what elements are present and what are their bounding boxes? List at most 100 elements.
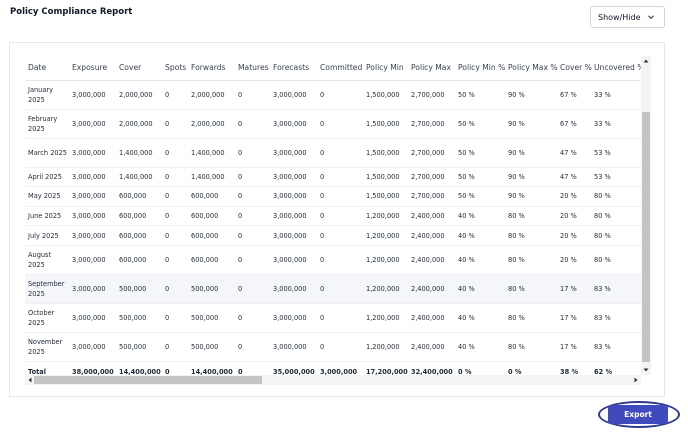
column-header: Forwards xyxy=(188,56,235,81)
table-cell: 20 % xyxy=(557,186,591,207)
table-cell: 20 % xyxy=(557,225,591,246)
table-row[interactable]: April 2025 3,000,000 1,400,000 0 1,400,000 0 3… xyxy=(25,167,641,188)
horizontal-scroll-thumb[interactable] xyxy=(34,376,262,384)
arrow-down-icon[interactable] xyxy=(642,366,650,374)
report-card: Date Exposure Cover Spots Forwards Matures For… xyxy=(9,42,665,397)
table-cell: 3,000,000 xyxy=(270,206,317,227)
total-cell: 32,400,000 xyxy=(411,367,453,375)
table-row[interactable]: February 2025 3,000,000 2,000,000 0 2,000,00… xyxy=(25,109,641,139)
column-header: Policy Max xyxy=(408,56,455,81)
table-row[interactable]: June 2025 3,000,000 600,000 0 600,000 0 3,000,… xyxy=(25,206,641,227)
table-cell: 47 % xyxy=(557,167,591,188)
arrow-right-icon[interactable] xyxy=(632,376,640,384)
column-header: Spots xyxy=(162,56,188,81)
table-cell: 53 % xyxy=(591,167,641,188)
table-cell: 33 % xyxy=(591,80,641,110)
table-cell: 80 % xyxy=(505,332,557,362)
table-cell: 1,200,000 xyxy=(363,274,408,304)
table-cell: 1,200,000 xyxy=(363,332,408,362)
table-row[interactable]: November 2025 3,000,000 500,000 0 500,000 0 3,… xyxy=(25,332,641,362)
table-cell: 0 xyxy=(235,167,270,188)
table-cell: August 2025 xyxy=(25,245,69,275)
table-cell: 0 xyxy=(162,186,188,207)
table-cell: 20 % xyxy=(557,206,591,227)
table-cell: 50 % xyxy=(455,186,505,207)
table-cell: 3,000,000 xyxy=(69,167,116,188)
arrow-left-icon[interactable] xyxy=(26,376,34,384)
table-cell: March 2025 xyxy=(25,138,69,168)
table-cell: 0 xyxy=(235,274,270,304)
table-cell: 2,700,000 xyxy=(408,138,455,168)
table-cell: 80 % xyxy=(591,186,641,207)
table-cell: 0 xyxy=(162,303,188,333)
table-cell: 0 xyxy=(162,245,188,275)
arrow-up-icon[interactable] xyxy=(642,57,650,65)
table-cell: 0 xyxy=(162,274,188,304)
total-cell: 38,000,000 xyxy=(72,367,114,375)
table-cell: 600,000 xyxy=(116,206,162,227)
table-cell: 17 % xyxy=(557,303,591,333)
total-cell: 0 xyxy=(238,367,243,375)
table-cell: 600,000 xyxy=(116,186,162,207)
show-hide-dropdown[interactable]: Show/Hide xyxy=(590,6,665,28)
table-cell: 500,000 xyxy=(116,332,162,362)
table-cell: 0 xyxy=(317,167,363,188)
column-header: Policy Min xyxy=(363,56,408,81)
table-row[interactable]: July 2025 3,000,000 600,000 0 600,000 0 3,000,… xyxy=(25,225,641,246)
table-cell: 80 % xyxy=(505,303,557,333)
table-cell: 2,400,000 xyxy=(408,274,455,304)
export-button[interactable]: Export xyxy=(608,405,668,424)
table-cell: 3,000,000 xyxy=(69,80,116,110)
table-cell: 0 xyxy=(162,167,188,188)
table-cell: 2,400,000 xyxy=(408,206,455,227)
table-cell: 0 xyxy=(162,80,188,110)
total-cell: 14,400,000 xyxy=(119,367,161,375)
table-cell: 40 % xyxy=(455,332,505,362)
table-cell: 2,700,000 xyxy=(408,109,455,139)
table-cell: 3,000,000 xyxy=(69,303,116,333)
table-row[interactable]: March 2025 3,000,000 1,400,000 0 1,400,000 0 3… xyxy=(25,138,641,168)
table-cell: 0 xyxy=(317,109,363,139)
table-cell: 1,200,000 xyxy=(363,206,408,227)
table-cell: 0 xyxy=(162,138,188,168)
table-cell: 3,000,000 xyxy=(69,138,116,168)
table-cell: 0 xyxy=(317,332,363,362)
column-header: Cover % xyxy=(557,56,592,81)
table-cell: 0 xyxy=(162,332,188,362)
table-cell: 0 xyxy=(317,303,363,333)
table-cell: 1,500,000 xyxy=(363,167,408,188)
table-cell: February 2025 xyxy=(25,109,69,139)
table-cell: 3,000,000 xyxy=(69,225,116,246)
table-row[interactable]: August 2025 3,000,000 600,000 0 600,000 0 3,00… xyxy=(25,245,641,275)
table-row[interactable]: January 2025 3,000,000 2,000,000 0 2,000,000… xyxy=(25,80,641,110)
table-cell: 40 % xyxy=(455,206,505,227)
table-cell: 0 xyxy=(162,109,188,139)
vertical-scroll-thumb[interactable] xyxy=(642,112,650,362)
table-cell: 2,700,000 xyxy=(408,80,455,110)
table-cell: 600,000 xyxy=(188,245,235,275)
table-cell: 50 % xyxy=(455,109,505,139)
table-cell: 80 % xyxy=(591,206,641,227)
table-cell: 3,000,000 xyxy=(270,186,317,207)
table-cell: 20 % xyxy=(557,245,591,275)
column-header: Committed xyxy=(317,56,363,81)
table-cell: 1,400,000 xyxy=(116,138,162,168)
horizontal-scrollbar[interactable] xyxy=(25,375,641,385)
table-row[interactable]: September 2025 3,000,000 500,000 0 500,000 0 3… xyxy=(25,274,641,304)
table-cell: 0 xyxy=(235,332,270,362)
chevron-down-icon xyxy=(648,15,654,20)
table-cell: 90 % xyxy=(505,138,557,168)
table-cell: 3,000,000 xyxy=(270,109,317,139)
table-cell: 3,000,000 xyxy=(270,303,317,333)
table-cell: 1,500,000 xyxy=(363,80,408,110)
table-cell: 90 % xyxy=(505,186,557,207)
table-row[interactable]: October 2025 3,000,000 500,000 0 500,000 0 3,0… xyxy=(25,303,641,333)
table-cell: 0 xyxy=(317,186,363,207)
table-cell: 53 % xyxy=(591,138,641,168)
table-cell: 3,000,000 xyxy=(270,80,317,110)
table-cell: 1,200,000 xyxy=(363,225,408,246)
table-row[interactable]: May 2025 3,000,000 600,000 0 600,000 0 3,000,0… xyxy=(25,186,641,207)
table-cell: 3,000,000 xyxy=(69,109,116,139)
vertical-scrollbar[interactable] xyxy=(641,56,651,375)
table-cell: 90 % xyxy=(505,167,557,188)
